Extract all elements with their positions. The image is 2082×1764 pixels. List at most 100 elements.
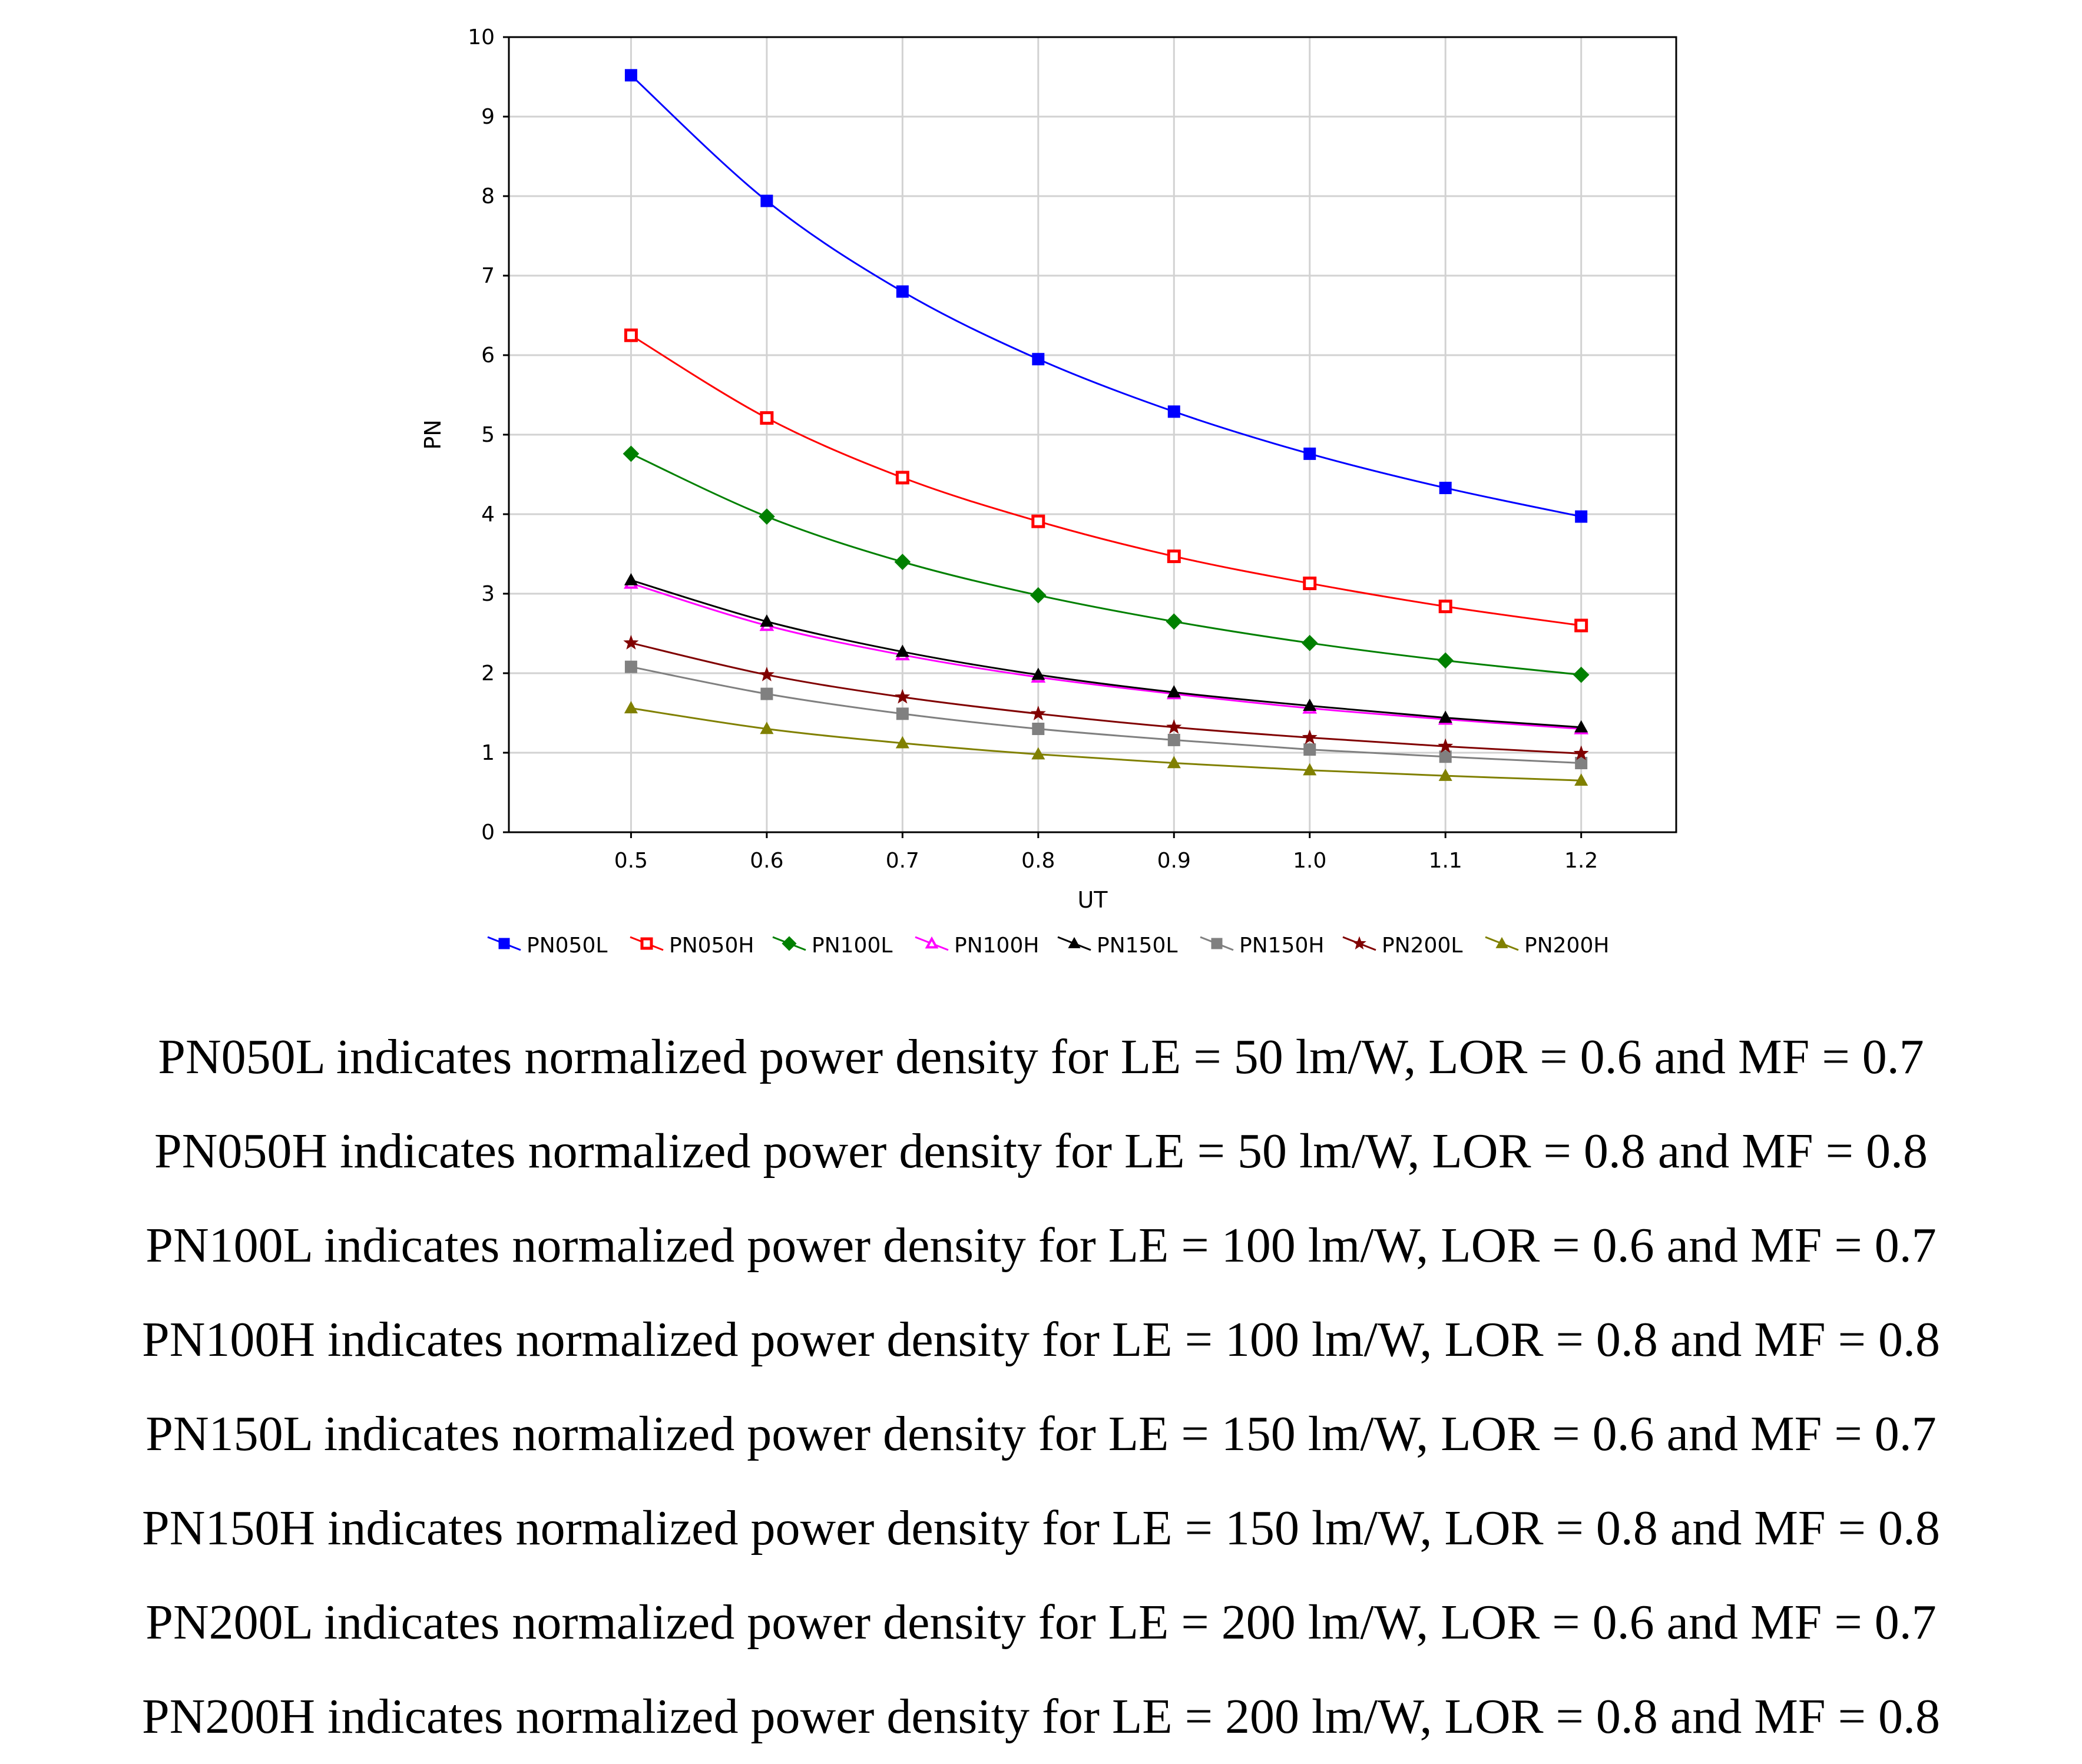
series-pn150l bbox=[624, 572, 1588, 733]
y-tick-label: 9 bbox=[481, 105, 495, 129]
legend-swatch-marker-pn100l bbox=[782, 936, 797, 951]
data-point-pn100l bbox=[1573, 666, 1590, 683]
y-tick-label: 7 bbox=[481, 264, 495, 288]
data-point-pn150l bbox=[760, 614, 774, 627]
data-point-pn200l bbox=[1166, 719, 1182, 734]
y-tick-label: 6 bbox=[481, 343, 495, 368]
data-point-pn050h bbox=[895, 471, 909, 485]
data-point-pn200l bbox=[1302, 729, 1318, 744]
data-point-pn200l bbox=[1573, 745, 1589, 760]
series-pn100l bbox=[623, 445, 1590, 683]
data-point-pn200h bbox=[624, 701, 638, 714]
legend-item-pn050l: PN050L bbox=[487, 934, 607, 958]
caption-pn200l: PN200L indicates normalized power densit… bbox=[145, 1595, 1937, 1650]
legend-label-pn050h: PN050H bbox=[669, 934, 754, 958]
data-point-pn200h bbox=[1438, 769, 1452, 781]
y-tick-label: 5 bbox=[481, 423, 495, 447]
series-line-pn150l bbox=[630, 579, 1581, 729]
data-point-pn100l bbox=[623, 445, 640, 462]
caption-pn150h: PN150H indicates normalized power densit… bbox=[142, 1501, 1940, 1556]
legend-label-pn150h: PN150H bbox=[1239, 934, 1324, 958]
x-axis-title: UT bbox=[1077, 887, 1108, 913]
legend-item-pn150h: PN150H bbox=[1200, 934, 1324, 958]
data-point-pn150h bbox=[1032, 723, 1045, 735]
line-chart: 0 1 2 3 4 5 6 7 8 9 10 0.5 0.6 0.7 0.8 0.9 1.0 1.1 1.2 UT… bbox=[420, 25, 1677, 958]
series-pn200l bbox=[623, 635, 1589, 760]
x-tick-label: 0.8 bbox=[1021, 849, 1055, 873]
legend-label-pn100h: PN100H bbox=[954, 934, 1039, 958]
x-tick-label: 0.7 bbox=[886, 849, 919, 873]
data-point-pn100l bbox=[894, 554, 911, 570]
data-point-pn100l bbox=[1030, 587, 1047, 604]
series-pn050l bbox=[624, 69, 1588, 523]
data-point-pn150h bbox=[624, 660, 637, 673]
y-tick-label: 1 bbox=[481, 741, 495, 765]
legend-item-pn200l: PN200L bbox=[1342, 934, 1462, 958]
x-tick-label: 0.6 bbox=[750, 849, 783, 873]
data-point-pn050l bbox=[1575, 510, 1588, 523]
data-point-pn050l bbox=[896, 285, 909, 298]
caption-pn100h: PN100H indicates normalized power densit… bbox=[142, 1312, 1940, 1367]
data-point-pn150h bbox=[1575, 757, 1588, 770]
data-point-pn050h bbox=[1438, 600, 1452, 614]
legend-swatch-marker-pn200l bbox=[1352, 936, 1366, 950]
legend-item-pn150l: PN150L bbox=[1057, 934, 1177, 958]
legend-label-pn150l: PN150L bbox=[1097, 934, 1177, 958]
legend-label-pn050l: PN050L bbox=[527, 934, 607, 958]
y-tick-label: 4 bbox=[481, 502, 495, 527]
data-point-pn150l bbox=[1438, 710, 1452, 723]
data-point-pn200l bbox=[623, 635, 639, 650]
series-pn200h bbox=[624, 701, 1588, 786]
legend-swatch-marker-pn050h bbox=[640, 937, 653, 950]
caption-block: PN050L indicates normalized power densit… bbox=[0, 1010, 2082, 1764]
data-point-pn050l bbox=[1439, 481, 1452, 494]
data-point-pn150h bbox=[760, 687, 773, 700]
series-line-pn150h bbox=[631, 666, 1581, 764]
data-point-pn100l bbox=[1437, 652, 1454, 669]
data-point-pn100l bbox=[759, 508, 775, 525]
data-point-pn200l bbox=[1030, 706, 1046, 720]
data-point-pn050h bbox=[1574, 618, 1588, 633]
series-line-pn050l bbox=[630, 74, 1581, 518]
data-point-pn150l bbox=[624, 572, 638, 585]
data-point-pn150h bbox=[1167, 733, 1180, 746]
legend-item-pn100h: PN100H bbox=[915, 934, 1039, 958]
series-line-pn100h bbox=[630, 583, 1581, 730]
series-line-pn100l bbox=[630, 453, 1581, 676]
y-tick-label: 10 bbox=[468, 25, 495, 49]
series-pn150h bbox=[624, 660, 1588, 770]
data-point-pn200h bbox=[1167, 756, 1181, 769]
data-point-pn150h bbox=[1303, 743, 1316, 756]
legend-swatch-marker-pn050l bbox=[498, 938, 510, 949]
data-point-pn150h bbox=[896, 707, 909, 720]
data-point-pn050l bbox=[1032, 353, 1045, 366]
legend-label-pn200h: PN200H bbox=[1524, 934, 1609, 958]
legend-swatch-marker-pn200h bbox=[1495, 936, 1508, 948]
data-point-pn200h bbox=[895, 736, 909, 749]
series-pn050h bbox=[624, 328, 1588, 633]
data-point-pn050h bbox=[1031, 514, 1045, 528]
y-tick-label: 8 bbox=[481, 184, 495, 208]
y-axis: 0 1 2 3 4 5 6 7 8 9 10 bbox=[468, 25, 509, 845]
data-point-pn150l bbox=[1574, 720, 1588, 733]
x-axis: 0.5 0.6 0.7 0.8 0.9 1.0 1.1 1.2 bbox=[614, 832, 1598, 873]
x-tick-label: 0.5 bbox=[614, 849, 648, 873]
data-point-pn050l bbox=[1167, 405, 1180, 418]
series-group bbox=[623, 69, 1590, 786]
caption-pn050h: PN050H indicates normalized power densit… bbox=[154, 1124, 1928, 1179]
legend-item-pn200h: PN200H bbox=[1485, 934, 1609, 958]
data-point-pn050l bbox=[760, 194, 773, 207]
data-point-pn150l bbox=[1167, 685, 1181, 698]
data-point-pn200l bbox=[759, 667, 774, 681]
series-line-pn050h bbox=[630, 334, 1581, 627]
legend-item-pn100l: PN100L bbox=[772, 934, 892, 958]
legend-swatch-marker-pn150h bbox=[1211, 938, 1223, 949]
legend-label-pn200l: PN200L bbox=[1382, 934, 1462, 958]
legend-label-pn100l: PN100L bbox=[812, 934, 892, 958]
series-line-pn200l bbox=[631, 642, 1581, 754]
data-point-pn100l bbox=[1301, 634, 1318, 651]
data-point-pn200h bbox=[1031, 747, 1045, 760]
data-point-pn050h bbox=[760, 411, 774, 425]
x-tick-label: 1.1 bbox=[1429, 849, 1462, 873]
data-point-pn200h bbox=[760, 722, 774, 734]
